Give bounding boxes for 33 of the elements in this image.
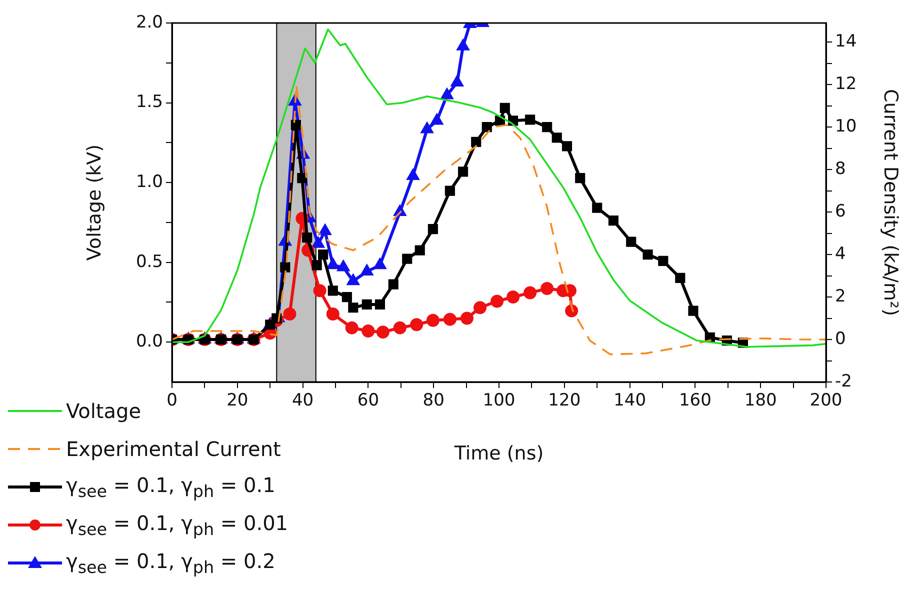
y2-tick-label: 10 <box>835 116 857 137</box>
x-axis-title: Time (ns) <box>453 442 544 465</box>
x-tick-label: 120 <box>548 390 581 411</box>
y2-tick-label: 8 <box>835 158 846 179</box>
x-tick-label: 180 <box>744 390 777 411</box>
y2-tick-label: 14 <box>835 32 857 52</box>
x-tick-label: 20 <box>226 390 248 411</box>
x-tick-label: 40 <box>292 390 314 411</box>
y-axis-title: Voltage (kV) <box>83 144 106 261</box>
y-tick-label: 0.0 <box>136 332 163 352</box>
x-tick-label: 100 <box>482 390 516 411</box>
y-tick-label: 1.5 <box>136 92 163 112</box>
y-tick-label: 1.0 <box>136 172 163 192</box>
x-tick-label: 140 <box>614 390 646 411</box>
x-tick-label: 200 <box>810 390 842 411</box>
y2-tick-label: 2 <box>835 286 846 306</box>
legend-label: γ$_{see}$ = 0.1, γ$_{ph}$ = 0.1 <box>66 473 276 501</box>
x-tick-label: 160 <box>678 390 712 411</box>
x-tick-label: 80 <box>422 390 444 411</box>
y2-tick-label: 6 <box>835 201 846 222</box>
x-tick-label: 0 <box>166 390 178 411</box>
legend-label: Voltage <box>66 399 142 423</box>
legend-label: γ$_{see}$ = 0.1, γ$_{ph}$ = 0.2 <box>66 549 276 577</box>
y-tick-label: 0.5 <box>136 252 163 272</box>
y2-axis-title: Current Density (kA/m²) <box>880 88 902 316</box>
y2-tick-label: 4 <box>835 244 846 264</box>
x-tick-label: 60 <box>357 390 380 411</box>
y-tick-label: 2.0 <box>136 12 163 32</box>
y2-tick-label: 12 <box>835 74 857 94</box>
legend-label: γ$_{see}$ = 0.1, γ$_{ph}$ = 0.01 <box>66 511 288 539</box>
legend-label: Experimental Current <box>66 437 281 461</box>
y2-tick-label: -2 <box>835 371 852 392</box>
y2-tick-label: 0 <box>835 328 846 349</box>
